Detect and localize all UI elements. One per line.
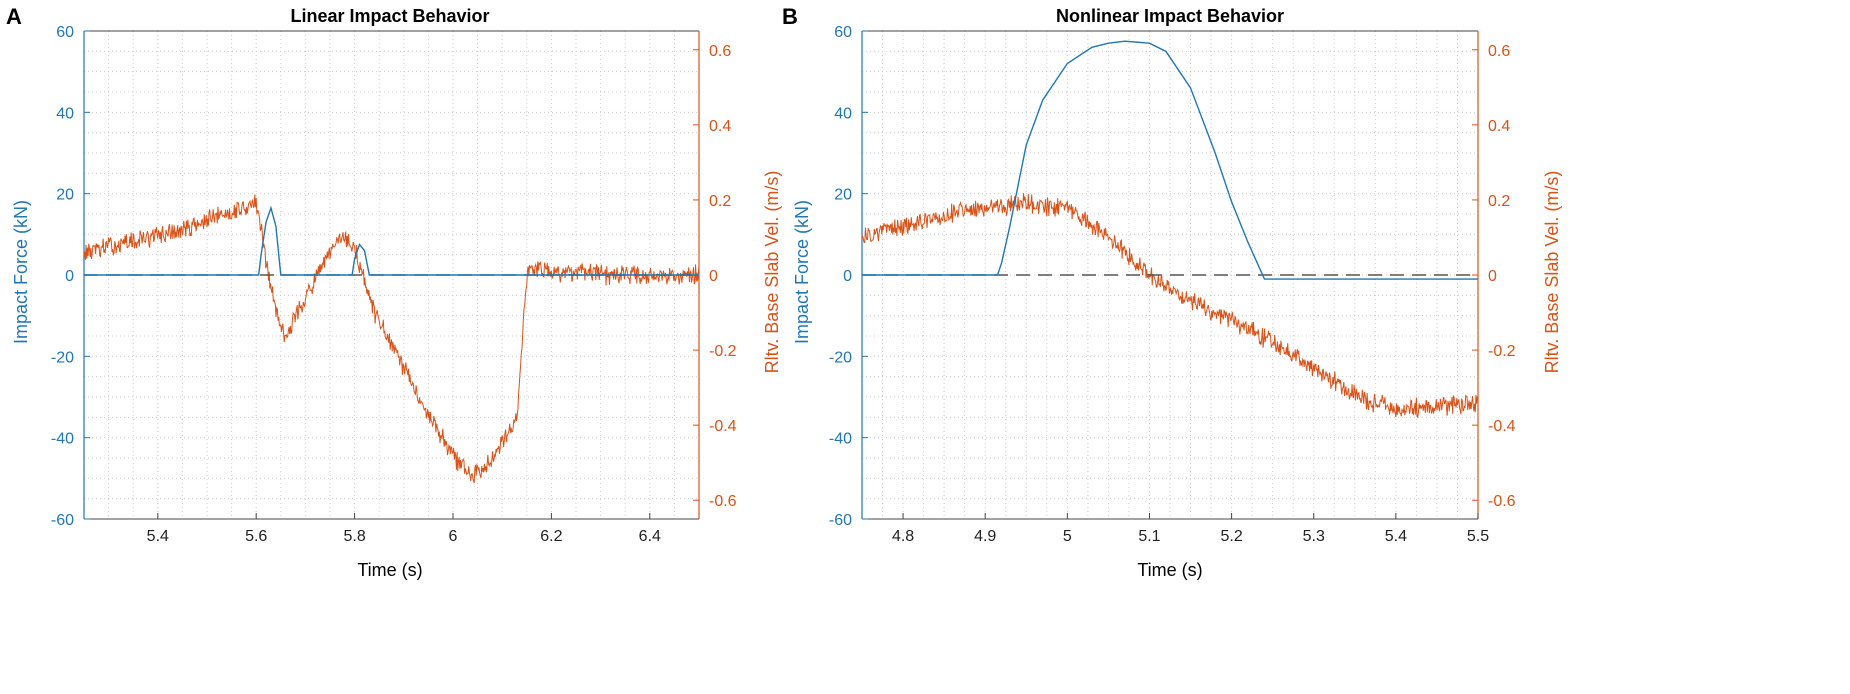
panel-b-xtick-label: 4.9 [974, 528, 996, 545]
panel-a-ytick-left-label: 60 [56, 24, 74, 41]
panel-b: B Nonlinear Impact Behavior Time (s) Imp… [782, 4, 1562, 580]
panel-b-ytick-right-label: -0.4 [1488, 418, 1516, 435]
panel-b-ylabel-right: Rltv. Base Slab Vel. (m/s) [1542, 171, 1562, 374]
panel-b-series-rltv-base-slab-vel [862, 193, 1478, 419]
panel-b-ytick-left-label: 0 [843, 268, 852, 285]
panel-a-ytick-right-label: 0.4 [709, 118, 731, 135]
panel-a-xtick-label: 5.4 [147, 528, 169, 545]
panel-b-title: Nonlinear Impact Behavior [1056, 6, 1284, 26]
panel-a-ytick-left-label: 40 [56, 105, 74, 122]
panel-a-ytick-left-label: -40 [51, 431, 74, 448]
panel-a-ytick-left-label: -20 [51, 349, 74, 366]
panel-a-plot: 5.4 5.6 5.8 6 6.2 6.4 60 40 20 0 -20 -40 -60 0.6 0.4 0.… [51, 24, 737, 545]
panel-b-ylabel-left: Impact Force (kN) [792, 200, 812, 344]
panel-b-ytick-right-label: -0.2 [1488, 343, 1516, 360]
panel-b-ytick-left-label: 40 [834, 105, 852, 122]
panel-a-series-rltv-base-slab-vel [84, 194, 699, 484]
panel-a-ytick-right-label: -0.2 [709, 343, 737, 360]
panel-b-xtick-label: 5.3 [1303, 528, 1325, 545]
panel-b-ytick-right-label: 0.2 [1488, 193, 1510, 210]
panel-b-ytick-left-label: -60 [829, 512, 852, 529]
panel-a-ytick-left-label: -60 [51, 512, 74, 529]
panel-b-ytick-right-label: -0.6 [1488, 493, 1516, 510]
panel-b-xtick-label: 5.5 [1467, 528, 1489, 545]
panel-b-xlabel: Time (s) [1137, 560, 1202, 580]
panel-a-series-impact-force [84, 205, 699, 276]
panel-letter-a: A [6, 4, 22, 29]
panel-a-ytick-left-label: 20 [56, 187, 74, 204]
panel-a-xtick-label: 6.2 [540, 528, 562, 545]
panel-b-ytick-right-label: 0 [1488, 268, 1497, 285]
panel-b-xtick-label: 4.8 [892, 528, 914, 545]
panel-a-ylabel-left: Impact Force (kN) [11, 200, 31, 344]
panel-b-xtick-label: 5.1 [1138, 528, 1160, 545]
panel-a-ytick-right-label: 0 [709, 268, 718, 285]
panel-b-xtick-label: 5.4 [1385, 528, 1407, 545]
panel-a-ytick-right-label: -0.6 [709, 493, 737, 510]
panel-b-ytick-right-label: 0.4 [1488, 118, 1510, 135]
panel-b-ytick-left-label: -20 [829, 349, 852, 366]
panel-a-ytick-right-label: -0.4 [709, 418, 737, 435]
panel-letter-b: B [782, 4, 798, 29]
panel-b-series-impact-force [862, 40, 1478, 280]
panel-a-title: Linear Impact Behavior [290, 6, 489, 26]
panel-a-xtick-label: 5.8 [343, 528, 365, 545]
panel-b-xtick-label: 5.2 [1220, 528, 1242, 545]
panel-a-xtick-label: 6 [449, 528, 458, 545]
panel-a-xtick-label: 6.4 [639, 528, 661, 545]
panel-b-xtick-label: 5 [1063, 528, 1072, 545]
panel-a-ytick-right-label: 0.2 [709, 193, 731, 210]
panel-b-ytick-left-label: 20 [834, 187, 852, 204]
panel-b-ytick-left-label: -40 [829, 431, 852, 448]
panel-a-ylabel-right: Rltv. Base Slab Vel. (m/s) [762, 171, 782, 374]
panel-a-xlabel: Time (s) [357, 560, 422, 580]
panel-b-ytick-right-label: 0.6 [1488, 43, 1510, 60]
panel-b-ytick-left-label: 60 [834, 24, 852, 41]
panel-a-xtick-label: 5.6 [245, 528, 267, 545]
panel-b-plot: 4.8 4.9 5 5.1 5.2 5.3 5.4 5.5 60 40 20 0 -20 -40 -60 0.… [829, 24, 1516, 545]
panel-a-ytick-left-label: 0 [65, 268, 74, 285]
panel-a-ytick-right-label: 0.6 [709, 43, 731, 60]
panel-a: A Linear Impact Behavior Time (s) Impact… [6, 4, 782, 580]
